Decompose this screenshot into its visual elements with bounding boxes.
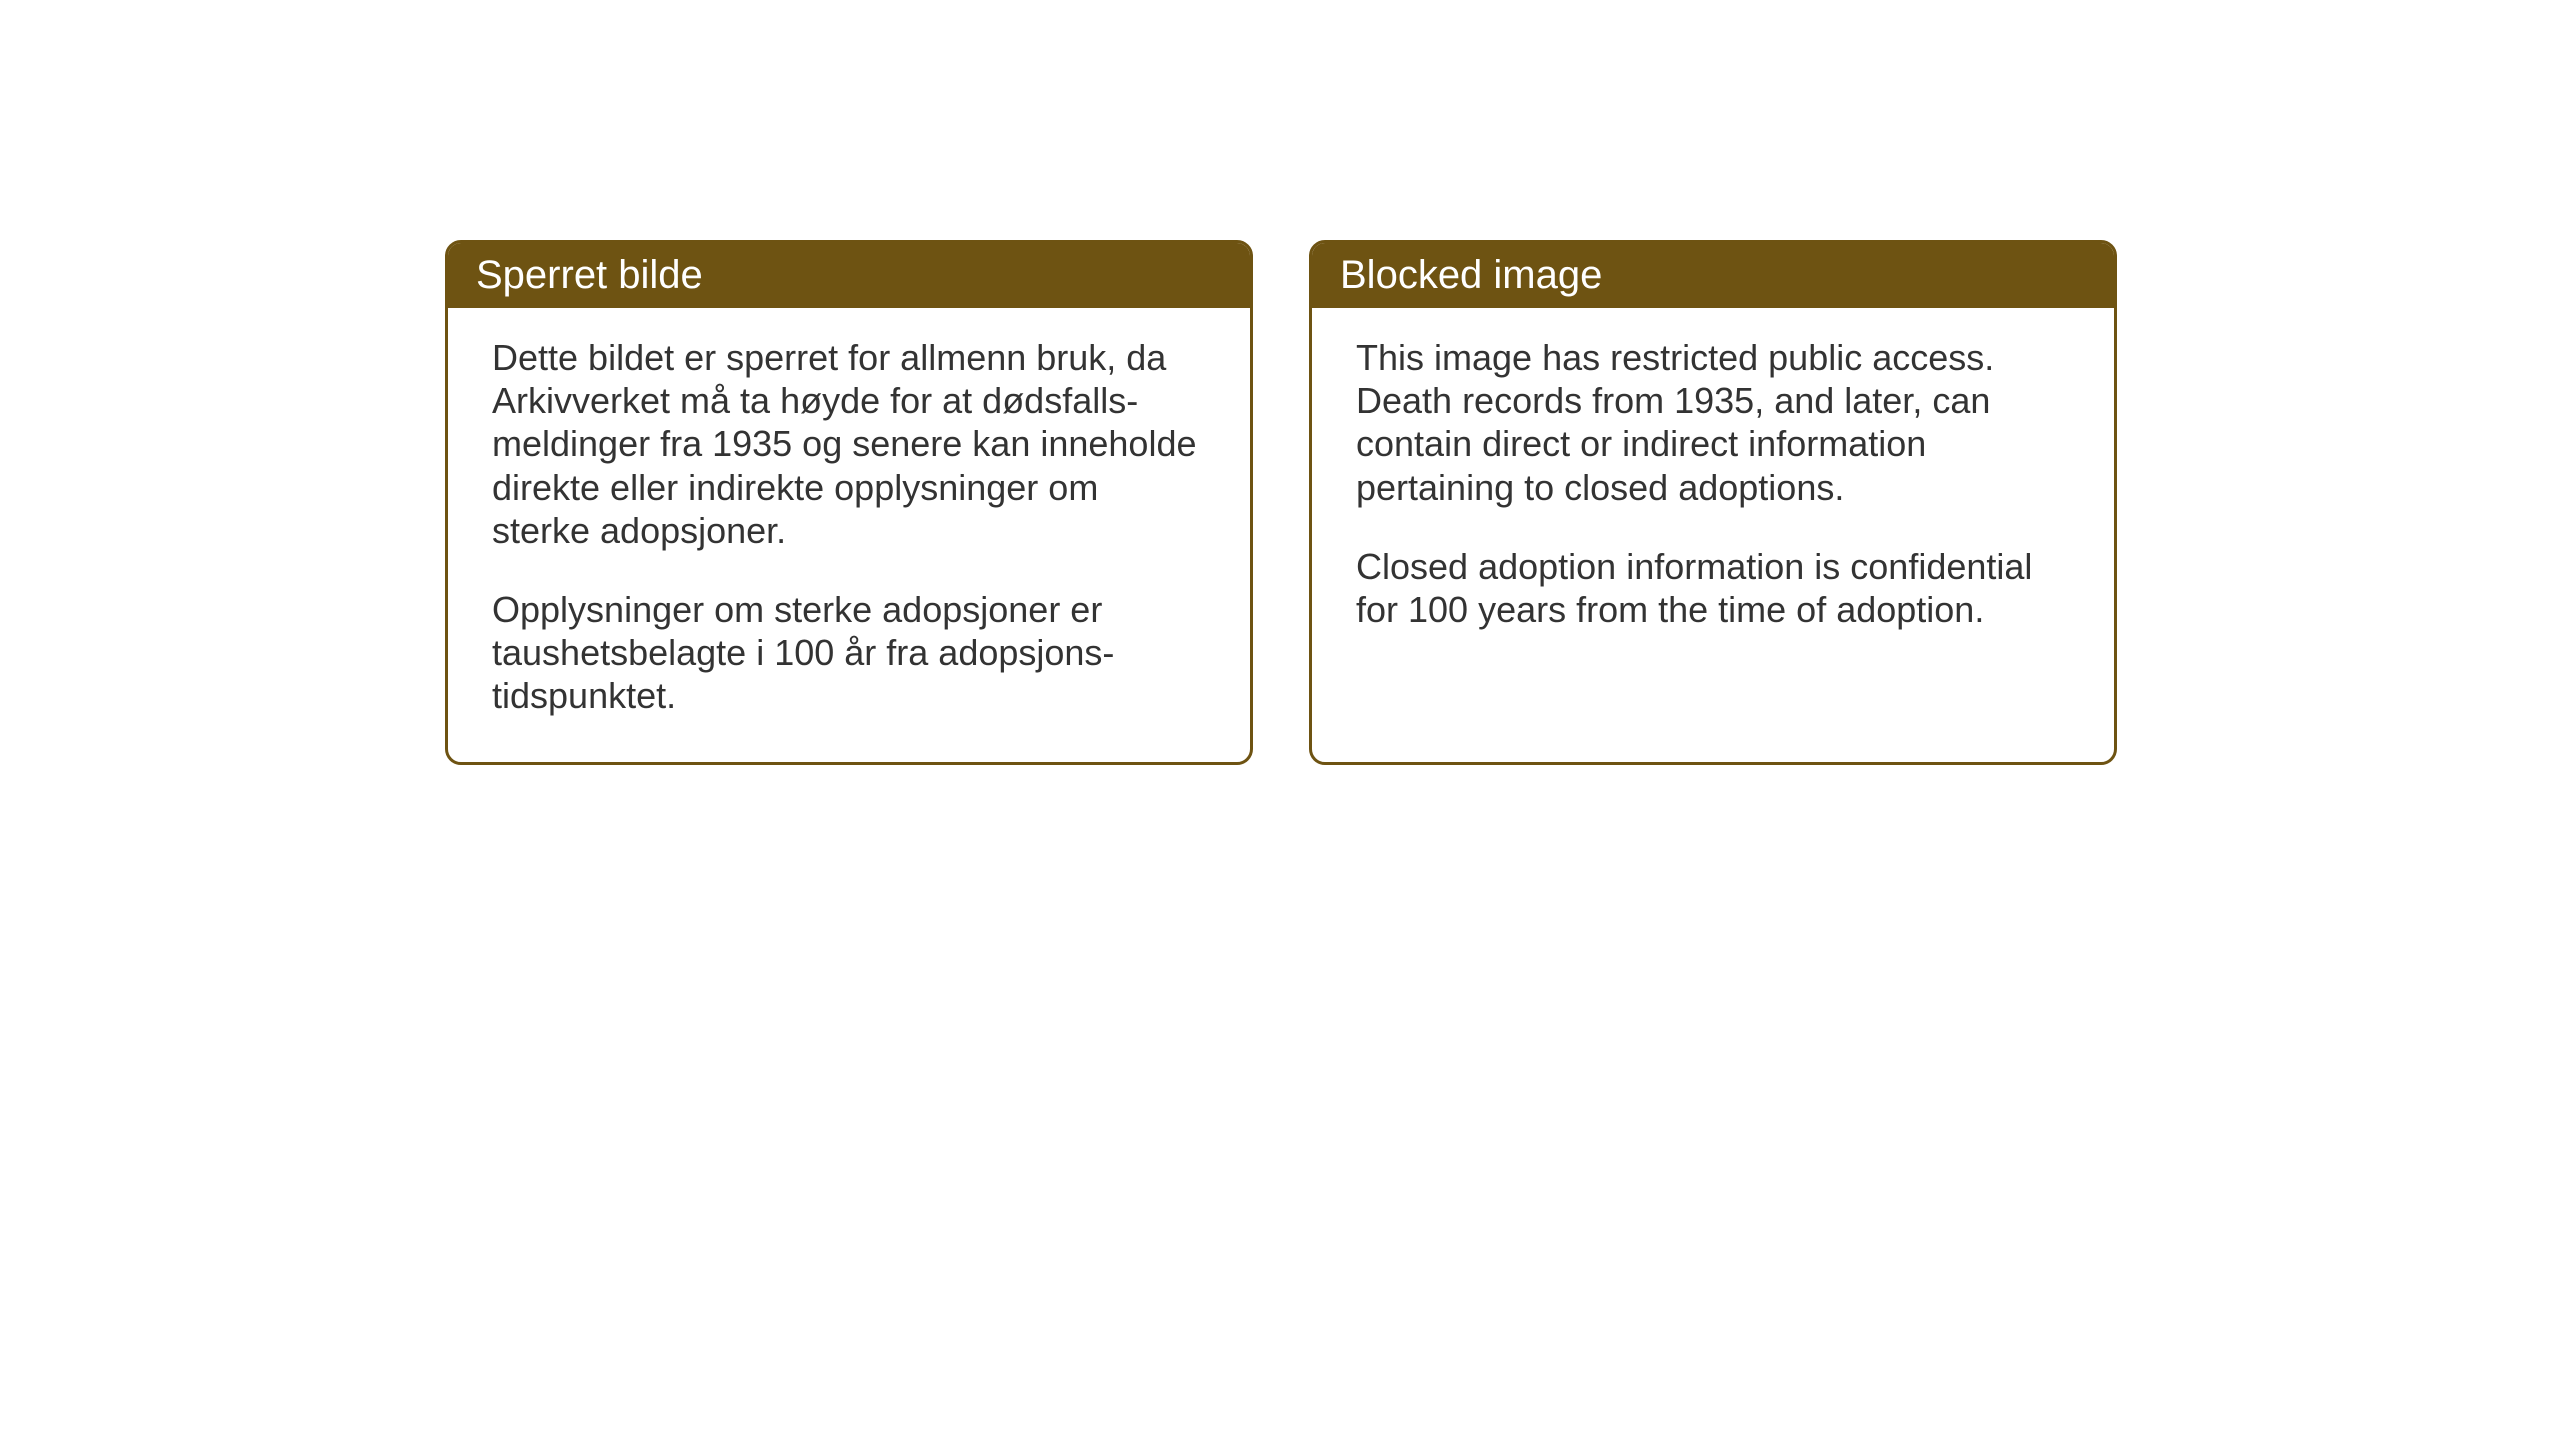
notice-card-norwegian: Sperret bilde Dette bildet er sperret fo…: [445, 240, 1253, 765]
card-header-english: Blocked image: [1312, 243, 2114, 308]
card-paragraph-1-norwegian: Dette bildet er sperret for allmenn bruk…: [492, 336, 1206, 552]
card-paragraph-1-english: This image has restricted public access.…: [1356, 336, 2070, 509]
notice-container: Sperret bilde Dette bildet er sperret fo…: [445, 240, 2117, 765]
card-header-norwegian: Sperret bilde: [448, 243, 1250, 308]
card-body-norwegian: Dette bildet er sperret for allmenn bruk…: [448, 308, 1250, 762]
card-title-norwegian: Sperret bilde: [476, 253, 703, 297]
card-title-english: Blocked image: [1340, 253, 1602, 297]
card-paragraph-2-norwegian: Opplysninger om sterke adopsjoner er tau…: [492, 588, 1206, 718]
card-body-english: This image has restricted public access.…: [1312, 308, 2114, 675]
notice-card-english: Blocked image This image has restricted …: [1309, 240, 2117, 765]
card-paragraph-2-english: Closed adoption information is confident…: [1356, 545, 2070, 631]
